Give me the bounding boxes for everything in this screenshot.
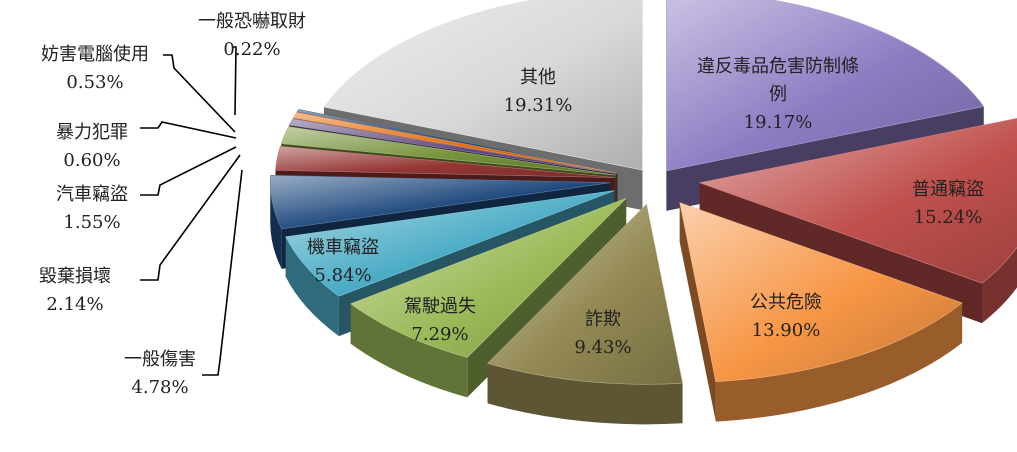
slice-2 <box>679 202 963 382</box>
slice-label-2: 公共危險 13.90% <box>750 292 822 341</box>
slice-label-value-7: 2.14% <box>46 294 103 315</box>
slice-label-name-8-0: 汽車竊盜 <box>56 184 128 205</box>
slice-label-11: 一般恐嚇取財 0.22% <box>198 11 306 60</box>
leader-line-11 <box>232 46 237 116</box>
leader-line-8 <box>140 146 237 196</box>
slice-12 <box>323 0 643 171</box>
slice-label-4: 駕駛過失 7.29% <box>404 296 476 345</box>
slice-side-2-outer-0 <box>715 302 963 422</box>
slice-label-value-3: 9.43% <box>574 337 631 358</box>
slice-label-1: 普通竊盜 15.24% <box>912 179 984 228</box>
slice-9 <box>288 118 617 174</box>
leader-line-7 <box>140 154 241 281</box>
slice-label-8: 汽車竊盜 1.55% <box>56 184 128 233</box>
slice-3 <box>487 203 683 385</box>
slice-label-value-8: 1.55% <box>63 212 120 233</box>
slice-side-1-outer-0 <box>981 247 1017 324</box>
slice-label-name-2-0: 公共危險 <box>750 292 822 313</box>
slice-label-value-1: 15.24% <box>914 207 983 228</box>
slice-side-4-outer-0 <box>350 303 468 398</box>
slice-11 <box>296 109 618 173</box>
slice-label-name-1-0: 普通竊盜 <box>912 179 984 200</box>
slice-6 <box>269 175 611 230</box>
slice-side-6-outer-0 <box>270 182 282 269</box>
slice-label-value-4: 7.29% <box>411 324 468 345</box>
slice-label-value-2: 13.90% <box>752 320 821 341</box>
leader-line-6 <box>202 169 243 376</box>
slice-label-value-12: 19.31% <box>504 95 573 116</box>
slice-label-name-12-0: 其他 <box>520 67 556 88</box>
slice-label-12: 其他 19.31% <box>504 67 573 116</box>
slice-4 <box>350 197 627 358</box>
slice-10 <box>292 111 618 174</box>
slice-label-name-3-0: 詐欺 <box>585 309 621 330</box>
slice-side-5-outer-0 <box>285 236 339 337</box>
slice-label-name-0-1: 例 <box>769 84 787 105</box>
slice-1 <box>698 118 1017 284</box>
slice-label-name-9-0: 暴力犯罪 <box>56 122 128 143</box>
leader-line-9 <box>140 121 237 139</box>
slice-label-5: 機車竊盜 5.84% <box>307 237 379 286</box>
slice-tops <box>269 0 1017 385</box>
slice-label-name-11-0: 一般恐嚇取財 <box>198 11 306 32</box>
slice-label-3: 詐欺 9.43% <box>574 309 631 358</box>
slice-label-value-0: 19.17% <box>744 112 813 133</box>
slice-label-value-10: 0.53% <box>66 72 123 93</box>
slice-5 <box>285 190 615 297</box>
slice-label-value-9: 0.60% <box>63 150 120 171</box>
slice-label-10: 妨害電腦使用 0.53% <box>41 44 149 93</box>
slice-label-value-11: 0.22% <box>223 39 280 60</box>
slice-label-value-6: 4.78% <box>131 377 188 398</box>
slice-side-2-wall-1 <box>679 202 716 422</box>
slice-label-name-6-0: 一般傷害 <box>124 349 196 370</box>
slice-label-name-5-0: 機車竊盜 <box>307 237 379 258</box>
slice-7 <box>275 145 616 178</box>
slice-side-3-outer-0 <box>487 363 683 425</box>
slice-label-value-5: 5.84% <box>314 265 371 286</box>
slice-8 <box>280 126 617 176</box>
slice-label-name-0-0: 違反毒品危害防制條 <box>697 56 859 77</box>
slice-label-6: 一般傷害 4.78% <box>124 349 196 398</box>
slice-label-name-10-0: 妨害電腦使用 <box>41 44 149 65</box>
slice-label-name-4-0: 駕駛過失 <box>404 296 476 317</box>
slice-label-7: 毀棄損壞 2.14% <box>39 266 111 315</box>
leader-line-10 <box>163 54 236 133</box>
slice-0 <box>666 0 985 172</box>
slice-label-name-7-0: 毀棄損壞 <box>39 266 111 287</box>
leader-lines <box>140 46 243 376</box>
slice-label-9: 暴力犯罪 0.60% <box>56 122 128 171</box>
